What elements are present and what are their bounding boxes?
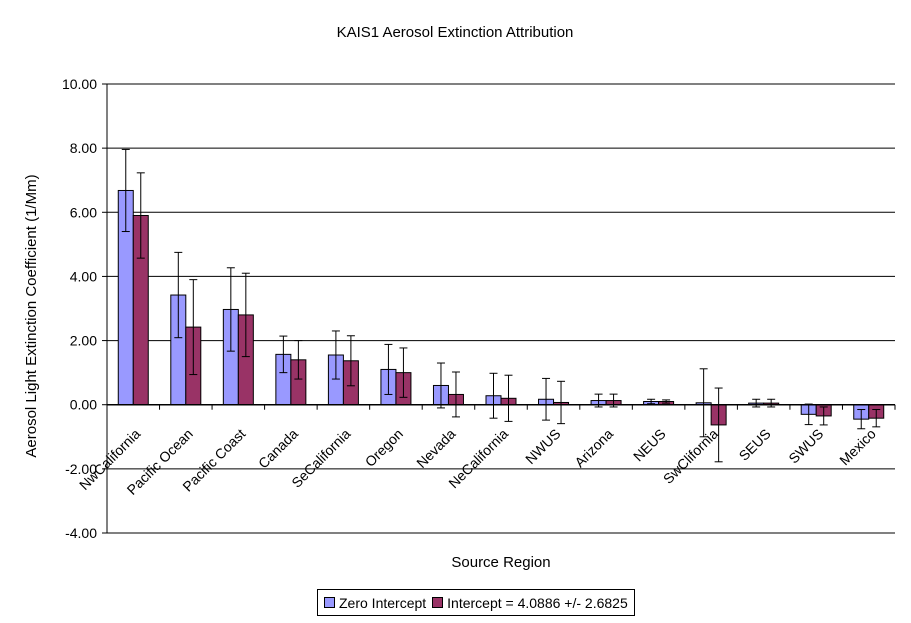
y-tick-label: -2.00 xyxy=(65,461,97,477)
x-tick-label: SEUS xyxy=(736,426,774,464)
x-tick-label: SWUS xyxy=(785,426,826,467)
legend-swatch-intercept xyxy=(432,597,444,608)
gridlines xyxy=(102,83,895,534)
y-axis-title: Aerosol Light Extinction Coefficient (1/… xyxy=(23,174,40,457)
x-axis-title: Source Region xyxy=(451,554,550,571)
y-tick-label: 10.00 xyxy=(62,76,97,92)
x-tick-label: Canada xyxy=(255,425,301,471)
y-tick-label: 2.00 xyxy=(70,333,97,349)
x-tick-label: Arizona xyxy=(571,425,616,470)
x-tick-label: Mexico xyxy=(836,425,879,468)
x-tick-label: Nevada xyxy=(413,425,459,471)
x-tick-label: NEUS xyxy=(630,426,669,465)
legend-item-zero-intercept: Zero Intercept xyxy=(324,595,426,611)
legend-label-intercept: Intercept = 4.0886 +/- 2.6825 xyxy=(447,594,628,611)
legend-label-zero-intercept: Zero Intercept xyxy=(339,594,427,611)
x-tick-label: NWUS xyxy=(522,426,564,468)
y-tick-labels: 10.00 8.00 6.00 4.00 2.00 0.00 -2.00 -4.00 xyxy=(62,76,97,541)
y-tick-label: 4.00 xyxy=(70,268,97,284)
x-tick-label: Oregon xyxy=(362,426,406,470)
y-tick-label: 8.00 xyxy=(70,140,97,156)
chart-title: KAIS1 Aerosol Extinction Attribution xyxy=(337,24,574,41)
legend-swatch-zero-intercept xyxy=(324,597,335,608)
axes xyxy=(106,84,896,533)
x-tick-label: SwClifornia xyxy=(660,425,722,487)
y-tick-label: 0.00 xyxy=(70,397,97,413)
bars xyxy=(117,148,885,463)
legend: Zero Intercept Intercept = 4.0886 +/- 2.… xyxy=(317,589,635,616)
legend-item-intercept: Intercept = 4.0886 +/- 2.6825 xyxy=(432,595,628,611)
y-tick-label: -4.00 xyxy=(65,525,97,541)
y-tick-label: 6.00 xyxy=(70,204,97,220)
